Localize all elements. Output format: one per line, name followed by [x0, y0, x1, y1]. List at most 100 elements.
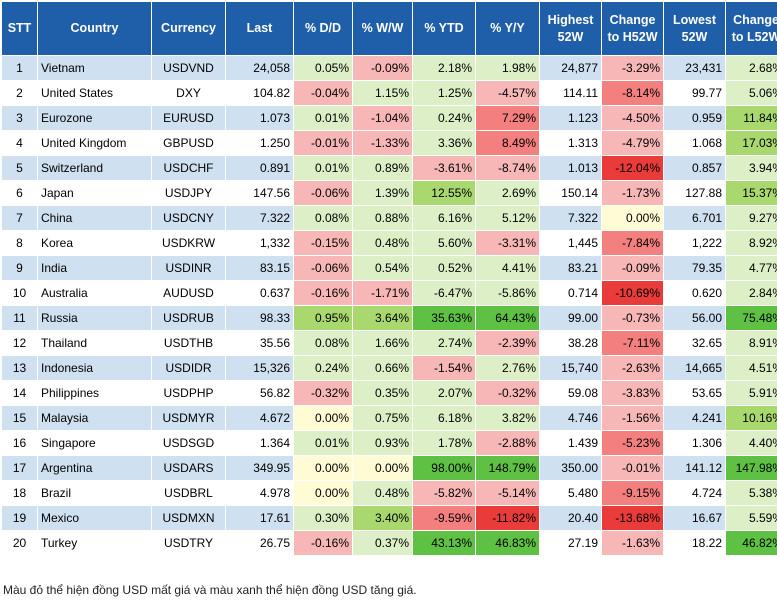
- last-cell: 0.637: [225, 280, 294, 306]
- highest-52w-cell: 38.28: [539, 330, 602, 356]
- table-row: 11 Russia USDRUB 98.33 0.95% 3.64% 35.63% 64.43…: [1, 305, 777, 331]
- currency-cell: USDMYR: [151, 405, 226, 431]
- ytd-cell: 98.00%: [412, 455, 476, 481]
- currency-cell: USDCHF: [151, 155, 226, 181]
- yy-cell: 1.98%: [475, 55, 540, 81]
- stt-cell: 15: [1, 405, 38, 431]
- change-l52w-cell: 2.68%: [725, 55, 777, 81]
- country-cell: Turkey: [37, 530, 152, 556]
- currency-cell: USDTRY: [151, 530, 226, 556]
- col-header-last: Last: [225, 1, 294, 56]
- stt-cell: 19: [1, 505, 38, 531]
- dd-cell: -0.06%: [293, 255, 353, 281]
- dd-cell: -0.32%: [293, 380, 353, 406]
- highest-52w-cell: 83.21: [539, 255, 602, 281]
- change-l52w-cell: 147.98%: [725, 455, 777, 481]
- ytd-cell: 2.07%: [412, 380, 476, 406]
- change-l52w-cell: 8.92%: [725, 230, 777, 256]
- ww-cell: 0.89%: [352, 155, 413, 181]
- country-cell: Japan: [37, 180, 152, 206]
- country-cell: Indonesia: [37, 355, 152, 381]
- ytd-cell: 2.74%: [412, 330, 476, 356]
- col-header-country: Country: [37, 1, 152, 56]
- ytd-cell: 35.63%: [412, 305, 476, 331]
- lowest-52w-cell: 18.22: [663, 530, 726, 556]
- lowest-52w-cell: 141.12: [663, 455, 726, 481]
- change-h52w-cell: -3.83%: [601, 380, 664, 406]
- yy-cell: -5.86%: [475, 280, 540, 306]
- change-h52w-cell: 0.00%: [601, 205, 664, 231]
- lowest-52w-cell: 56.00: [663, 305, 726, 331]
- last-cell: 0.891: [225, 155, 294, 181]
- ytd-cell: 5.60%: [412, 230, 476, 256]
- ytd-cell: 1.78%: [412, 430, 476, 456]
- last-cell: 83.15: [225, 255, 294, 281]
- change-l52w-cell: 4.77%: [725, 255, 777, 281]
- yy-cell: 46.83%: [475, 530, 540, 556]
- col-header-lowest-52w-label: Lowest 52W: [672, 12, 717, 44]
- currency-cell: USDKRW: [151, 230, 226, 256]
- change-h52w-cell: -2.63%: [601, 355, 664, 381]
- last-cell: 24,058: [225, 55, 294, 81]
- change-l52w-cell: 46.82%: [725, 530, 777, 556]
- currency-table: STT Country Currency Last % D/D % W/W % …: [1, 1, 777, 556]
- highest-52w-cell: 150.14: [539, 180, 602, 206]
- currency-cell: USDBRL: [151, 480, 226, 506]
- country-cell: Vietnam: [37, 55, 152, 81]
- change-l52w-cell: 3.94%: [725, 155, 777, 181]
- change-h52w-cell: -12.04%: [601, 155, 664, 181]
- stt-cell: 18: [1, 480, 38, 506]
- change-h52w-cell: -7.11%: [601, 330, 664, 356]
- ytd-cell: 6.16%: [412, 205, 476, 231]
- dd-cell: -0.16%: [293, 530, 353, 556]
- ytd-cell: 1.25%: [412, 80, 476, 106]
- country-cell: Singapore: [37, 430, 152, 456]
- country-cell: Australia: [37, 280, 152, 306]
- yy-cell: 148.79%: [475, 455, 540, 481]
- stt-cell: 12: [1, 330, 38, 356]
- highest-52w-cell: 1,445: [539, 230, 602, 256]
- ytd-cell: -5.82%: [412, 480, 476, 506]
- change-l52w-cell: 8.91%: [725, 330, 777, 356]
- yy-cell: -2.39%: [475, 330, 540, 356]
- change-h52w-cell: -0.73%: [601, 305, 664, 331]
- highest-52w-cell: 114.11: [539, 80, 602, 106]
- ww-cell: 0.66%: [352, 355, 413, 381]
- yy-cell: 7.29%: [475, 105, 540, 131]
- country-cell: Argentina: [37, 455, 152, 481]
- lowest-52w-cell: 0.620: [663, 280, 726, 306]
- dd-cell: 0.24%: [293, 355, 353, 381]
- stt-cell: 3: [1, 105, 38, 131]
- last-cell: 1,332: [225, 230, 294, 256]
- yy-cell: -5.14%: [475, 480, 540, 506]
- change-h52w-cell: -5.23%: [601, 430, 664, 456]
- stt-cell: 13: [1, 355, 38, 381]
- dd-cell: 0.08%: [293, 205, 353, 231]
- currency-cell: USDMXN: [151, 505, 226, 531]
- stt-cell: 7: [1, 205, 38, 231]
- col-header-change-l52w-label: Change to L52W: [731, 12, 777, 44]
- change-h52w-cell: -8.14%: [601, 80, 664, 106]
- lowest-52w-cell: 0.959: [663, 105, 726, 131]
- change-l52w-cell: 5.06%: [725, 80, 777, 106]
- ww-cell: 0.48%: [352, 230, 413, 256]
- dd-cell: 0.05%: [293, 55, 353, 81]
- ww-cell: 3.64%: [352, 305, 413, 331]
- change-l52w-cell: 11.84%: [725, 105, 777, 131]
- currency-cell: USDVND: [151, 55, 226, 81]
- yy-cell: -4.57%: [475, 80, 540, 106]
- lowest-52w-cell: 32.65: [663, 330, 726, 356]
- country-cell: India: [37, 255, 152, 281]
- highest-52w-cell: 20.40: [539, 505, 602, 531]
- yy-cell: -3.31%: [475, 230, 540, 256]
- currency-cell: USDPHP: [151, 380, 226, 406]
- stt-cell: 1: [1, 55, 38, 81]
- country-cell: United Kingdom: [37, 130, 152, 156]
- highest-52w-cell: 1.123: [539, 105, 602, 131]
- lowest-52w-cell: 16.67: [663, 505, 726, 531]
- ww-cell: 0.00%: [352, 455, 413, 481]
- highest-52w-cell: 1.313: [539, 130, 602, 156]
- highest-52w-cell: 7.322: [539, 205, 602, 231]
- dd-cell: 0.00%: [293, 405, 353, 431]
- table-row: 10 Australia AUDUSD 0.637 -0.16% -1.71% -6.47%…: [1, 280, 777, 306]
